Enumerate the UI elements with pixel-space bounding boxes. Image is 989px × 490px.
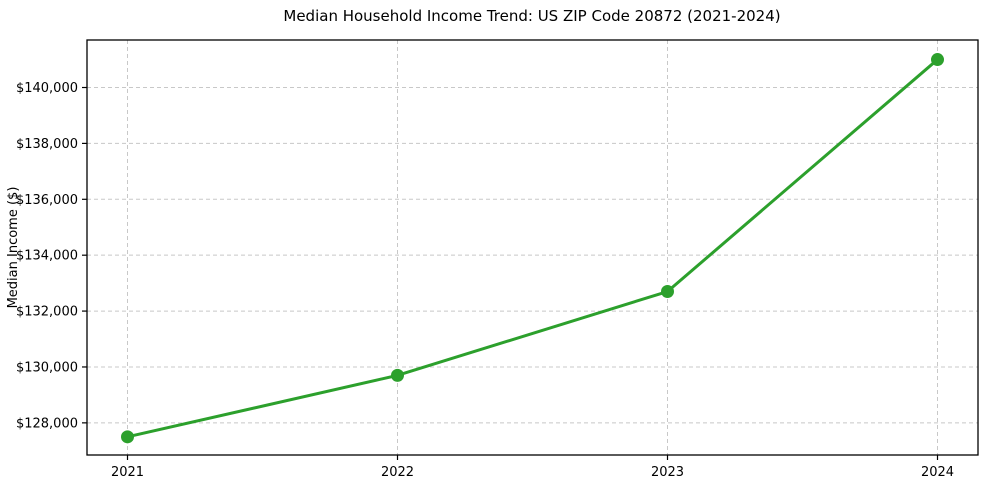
y-tick-label: $138,000 (16, 137, 78, 152)
x-tick-label: 2024 (921, 465, 954, 480)
x-tick-label: 2023 (651, 465, 684, 480)
series-layer (121, 53, 944, 444)
y-tick-label: $136,000 (16, 193, 78, 208)
y-axis-label: Median Income ($) (6, 187, 21, 309)
chart-title: Median Household Income Trend: US ZIP Co… (283, 7, 780, 25)
trend-line (126, 58, 939, 439)
axis-ticks: $128,000 $130,000 $132,000 $134,000 $136,000… (16, 81, 954, 480)
plot-border (86, 39, 979, 456)
x-tick-label: 2021 (111, 465, 144, 480)
y-tick-label: $134,000 (16, 249, 78, 264)
y-tick-label: $128,000 (16, 416, 78, 431)
data-point-2022 (391, 368, 404, 382)
data-point-2023 (661, 285, 674, 299)
y-tick-label: $130,000 (16, 360, 78, 375)
data-point-2024 (931, 53, 944, 67)
gridlines (87, 40, 978, 455)
x-tick-label: 2022 (381, 465, 414, 480)
data-point-2021 (121, 430, 134, 444)
y-tick-label: $132,000 (16, 305, 78, 320)
y-tick-label: $140,000 (16, 81, 78, 96)
